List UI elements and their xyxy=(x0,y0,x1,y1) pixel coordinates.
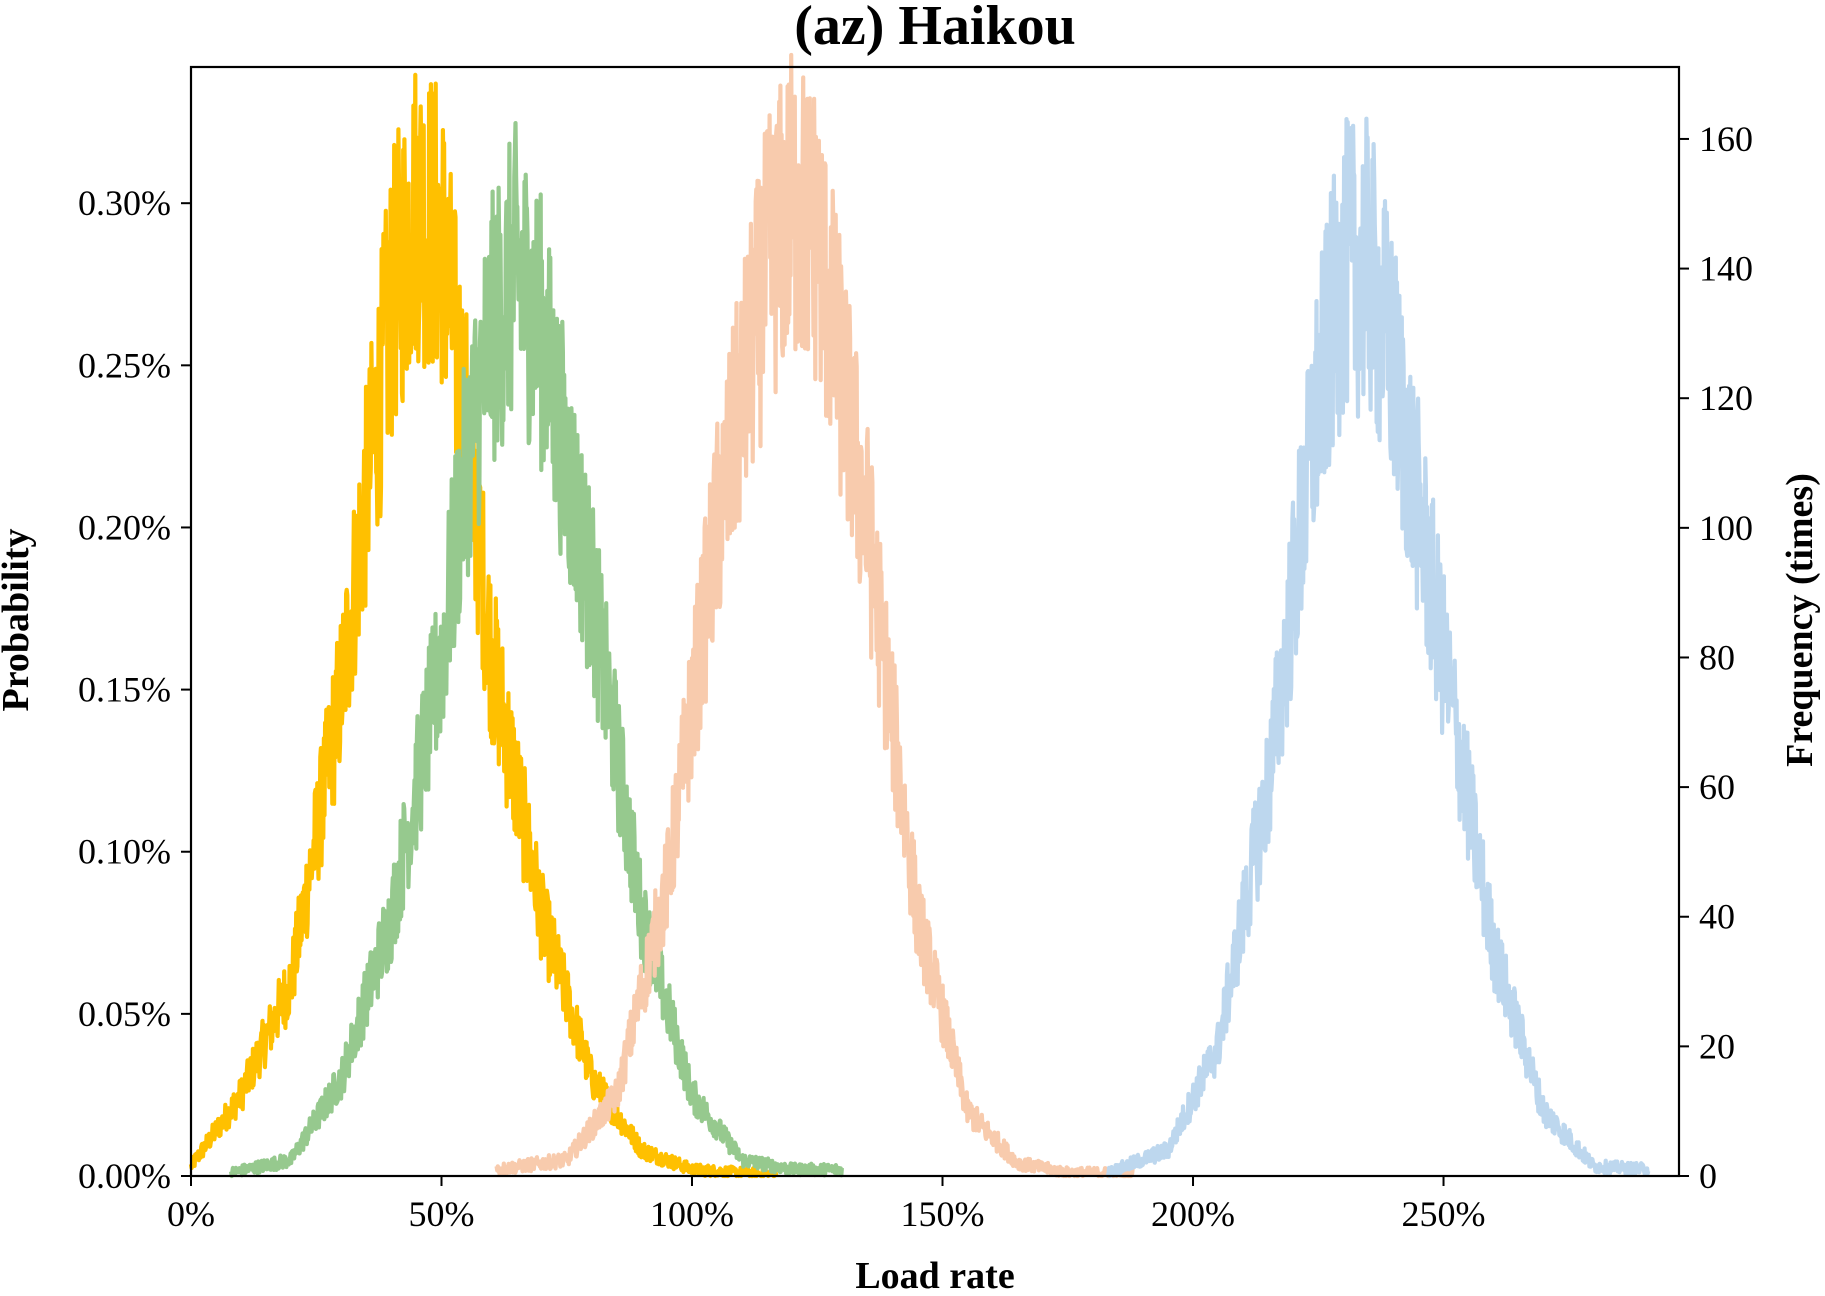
y-tick-label: 0.10% xyxy=(78,832,171,872)
x-tick-label: 0% xyxy=(167,1194,215,1234)
x-tick-label: 100% xyxy=(650,1194,734,1234)
y2-tick-label: 0 xyxy=(1699,1156,1717,1196)
y2-tick-label: 40 xyxy=(1699,897,1735,937)
series-line xyxy=(494,52,1135,1179)
x-axis-ticks: 0% 50% 100% 150% 200% 250% xyxy=(167,1176,1486,1234)
y-tick-label: 0.20% xyxy=(78,507,171,547)
x-tick-label: 50% xyxy=(409,1194,475,1234)
y2-tick-label: 20 xyxy=(1699,1026,1735,1066)
y-tick-label: 0.25% xyxy=(78,345,171,385)
x-tick-label: 250% xyxy=(1402,1194,1486,1234)
y2-tick-label: 100 xyxy=(1699,508,1753,548)
y-axis-label: Probability xyxy=(0,529,37,712)
y-axis-ticks: 0.00% 0.05% 0.10% 0.15% 0.20% 0.25% 0.30% xyxy=(78,183,191,1196)
series-line xyxy=(188,72,779,1179)
series-line xyxy=(1105,116,1651,1179)
y2-tick-label: 160 xyxy=(1699,119,1753,159)
x-tick-label: 150% xyxy=(901,1194,985,1234)
series-line xyxy=(229,121,844,1179)
y-tick-label: 0.15% xyxy=(78,670,171,710)
y2-axis-ticks: 0 20 40 60 80 100 120 140 160 xyxy=(1679,119,1753,1196)
y2-tick-label: 80 xyxy=(1699,637,1735,677)
y-tick-label: 0.00% xyxy=(78,1156,171,1196)
y2-axis-label: Frequency (times) xyxy=(1779,473,1821,767)
x-axis-label: Load rate xyxy=(855,1255,1014,1296)
x-tick-label: 200% xyxy=(1151,1194,1235,1234)
plot-frame xyxy=(189,65,1681,1178)
y-tick-label: 0.05% xyxy=(78,994,171,1034)
y2-tick-label: 60 xyxy=(1699,767,1735,807)
y2-tick-label: 120 xyxy=(1699,378,1753,418)
y2-tick-label: 140 xyxy=(1699,249,1753,289)
y-tick-label: 0.30% xyxy=(78,183,171,223)
plot-lines xyxy=(188,52,1651,1179)
chart-title: (az) Haikou xyxy=(794,0,1076,57)
